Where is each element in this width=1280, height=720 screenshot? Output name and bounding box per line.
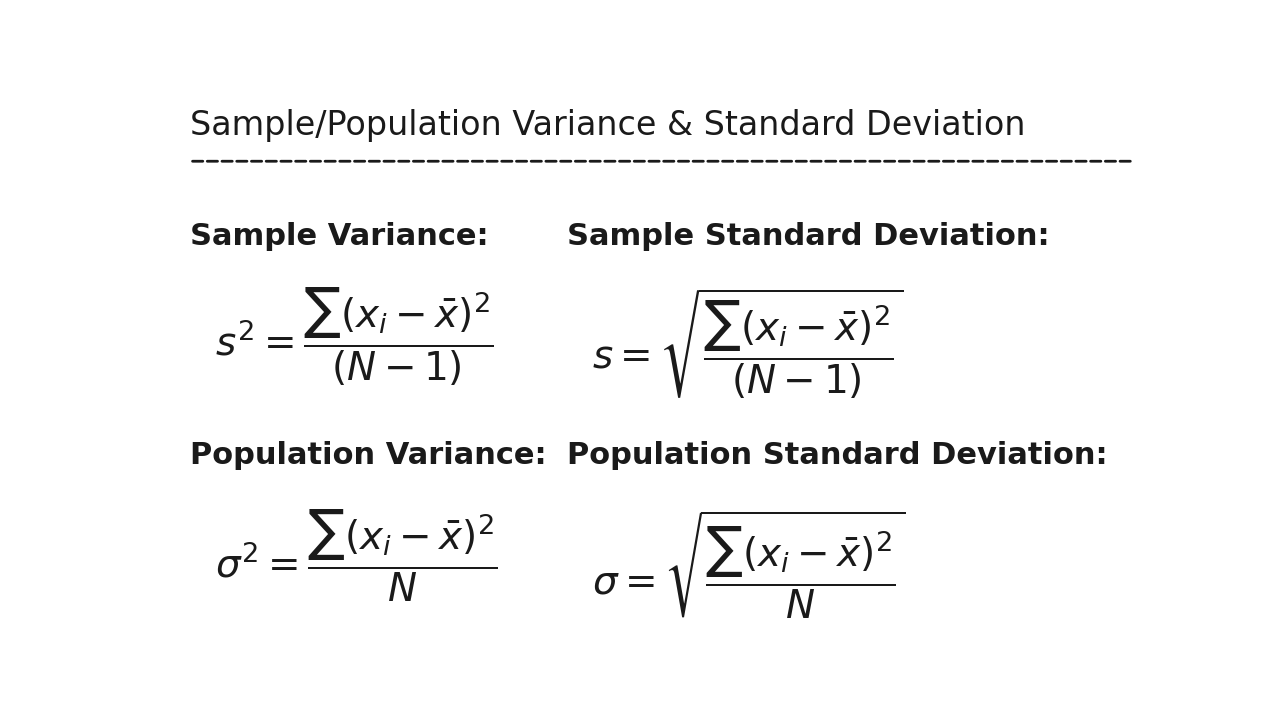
Text: $\sigma = \sqrt{\dfrac{\sum(x_i - \bar{x})^2}{N}}$: $\sigma = \sqrt{\dfrac{\sum(x_i - \bar{x… [591,508,905,621]
Text: Population Standard Deviation:: Population Standard Deviation: [567,441,1107,470]
Text: Population Variance:: Population Variance: [189,441,547,470]
Text: Sample Standard Deviation:: Sample Standard Deviation: [567,222,1050,251]
Text: $s = \sqrt{\dfrac{\sum(x_i - \bar{x})^2}{(N - 1)}}$: $s = \sqrt{\dfrac{\sum(x_i - \bar{x})^2}… [591,286,902,401]
Text: Sample Variance:: Sample Variance: [189,222,489,251]
Text: $s^2 = \dfrac{\sum(x_i - \bar{x})^2}{(N - 1)}$: $s^2 = \dfrac{\sum(x_i - \bar{x})^2}{(N … [215,286,493,388]
Text: Sample/Population Variance & Standard Deviation: Sample/Population Variance & Standard De… [189,109,1025,142]
Text: $\sigma^2 = \dfrac{\sum(x_i - \bar{x})^2}{N}$: $\sigma^2 = \dfrac{\sum(x_i - \bar{x})^2… [215,508,498,604]
